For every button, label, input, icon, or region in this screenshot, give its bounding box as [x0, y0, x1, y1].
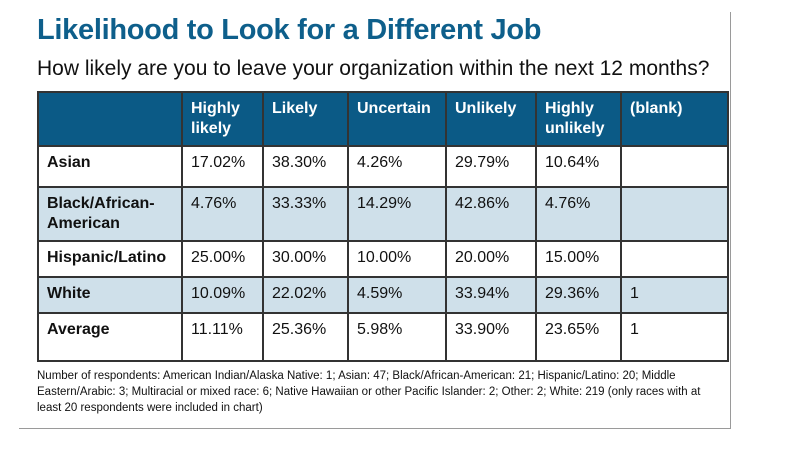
subtitle: How likely are you to leave your organiz… — [37, 57, 710, 80]
table-cell: 4.26% — [347, 145, 447, 188]
column-header: Highly likely — [181, 91, 264, 147]
row-label: Asian — [37, 145, 183, 188]
table-cell: 17.02% — [181, 145, 264, 188]
table-cell: 25.36% — [262, 312, 349, 362]
respondents-note: Number of respondents: American Indian/A… — [37, 370, 701, 414]
table-cell — [620, 240, 729, 278]
table-cell: 1 — [620, 312, 729, 362]
table-cell: 42.86% — [445, 186, 537, 242]
table-cell: 22.02% — [262, 276, 349, 314]
table-cell: 20.00% — [445, 240, 537, 278]
table-row: Hispanic/Latino 25.00% 30.00% 10.00% 20.00% 1… — [37, 240, 729, 278]
page-title: Likelihood to Look for a Different Job — [37, 14, 542, 46]
table-cell: 4.59% — [347, 276, 447, 314]
table-cell: 30.00% — [262, 240, 349, 278]
table-cell: 25.00% — [181, 240, 264, 278]
column-header: Uncertain — [347, 91, 447, 147]
table-cell: 1 — [620, 276, 729, 314]
row-label: Hispanic/Latino — [37, 240, 183, 278]
header-row: Highly likely Likely Uncertain Unlikely … — [37, 91, 729, 147]
figure-frame — [19, 12, 731, 429]
column-header: Unlikely — [445, 91, 537, 147]
column-header: (blank) — [620, 91, 729, 147]
table-cell: 33.94% — [445, 276, 537, 314]
table-cell: 11.11% — [181, 312, 264, 362]
table-cell: 5.98% — [347, 312, 447, 362]
table-cell: 10.00% — [347, 240, 447, 278]
table-row: White 10.09% 22.02% 4.59% 33.94% 29.36% 1 — [37, 276, 729, 314]
table-row: Average 11.11% 25.36% 5.98% 33.90% 23.65% 1 — [37, 312, 729, 362]
column-header: Highly unlikely — [535, 91, 622, 147]
table-cell: 29.79% — [445, 145, 537, 188]
table-cell: 38.30% — [262, 145, 349, 188]
table-cell: 33.33% — [262, 186, 349, 242]
table-cell — [620, 186, 729, 242]
table-cell: 29.36% — [535, 276, 622, 314]
column-header — [37, 91, 183, 147]
table-cell: 10.09% — [181, 276, 264, 314]
row-label: Average — [37, 312, 183, 362]
table-cell: 15.00% — [535, 240, 622, 278]
table-cell — [620, 145, 729, 188]
row-label: Black/African-American — [37, 186, 183, 242]
table-cell: 4.76% — [535, 186, 622, 242]
table-cell: 23.65% — [535, 312, 622, 362]
table-row: Black/African-American 4.76% 33.33% 14.29% 4… — [37, 186, 729, 242]
row-label: White — [37, 276, 183, 314]
column-header: Likely — [262, 91, 349, 147]
table-cell: 4.76% — [181, 186, 264, 242]
data-table: Highly likely Likely Uncertain Unlikely … — [37, 91, 729, 362]
table-cell: 10.64% — [535, 145, 622, 188]
table-row: Asian 17.02% 38.30% 4.26% 29.79% 10.64% — [37, 145, 729, 188]
table-cell: 14.29% — [347, 186, 447, 242]
table-cell: 33.90% — [445, 312, 537, 362]
